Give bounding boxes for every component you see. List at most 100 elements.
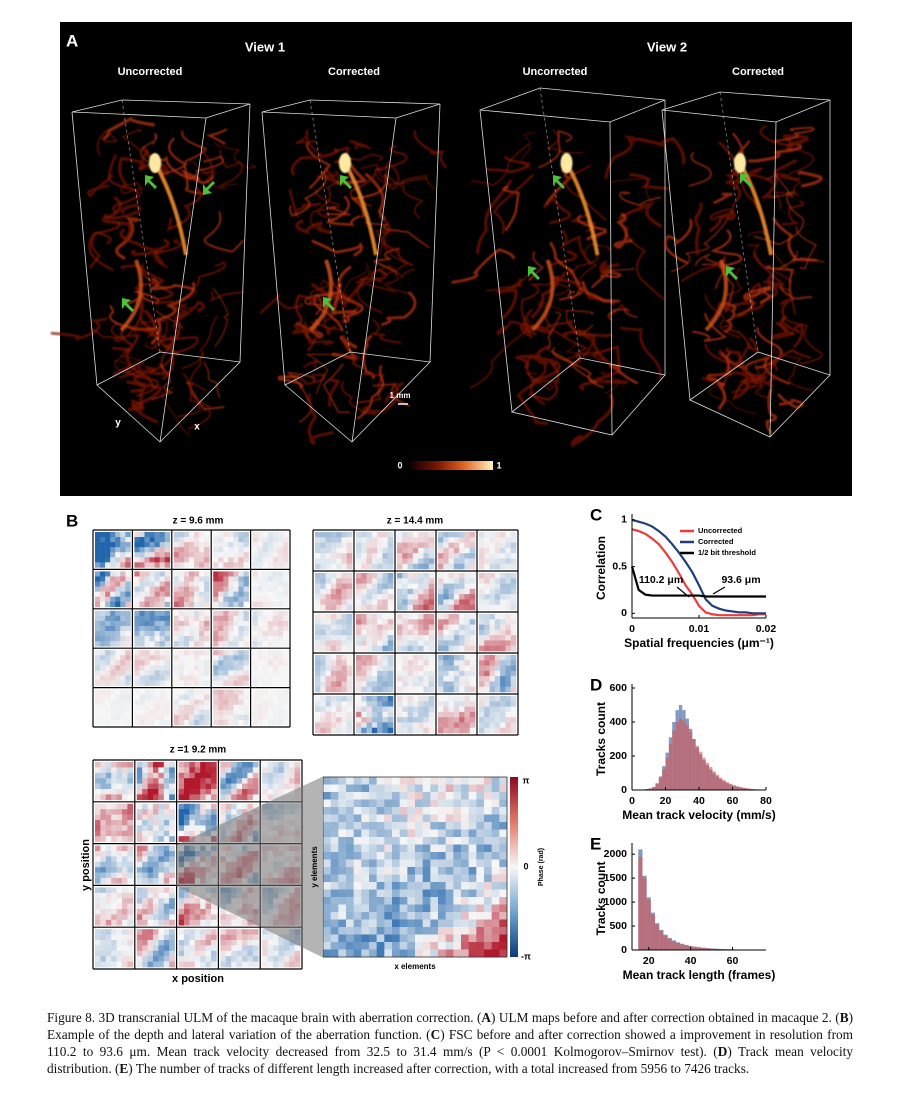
phase-cell xyxy=(173,601,180,608)
phase-cell xyxy=(272,670,279,676)
phase-cell xyxy=(336,629,342,636)
phase-cell xyxy=(469,573,476,579)
phase-cell xyxy=(418,532,424,538)
phase-cell xyxy=(453,542,460,549)
phase-cell xyxy=(356,681,362,688)
phase-cell xyxy=(218,615,224,622)
phase-cell xyxy=(189,956,196,962)
phase-cell xyxy=(438,655,444,661)
phase-cell xyxy=(438,792,446,800)
phase-cell xyxy=(100,542,106,548)
phase-cell xyxy=(153,914,159,921)
phase-cell xyxy=(366,604,373,611)
phase-cell xyxy=(163,783,170,790)
vessel xyxy=(797,170,823,188)
phase-cell xyxy=(228,562,234,568)
vessel xyxy=(188,352,208,392)
phase-cell xyxy=(494,588,501,595)
phase-cell xyxy=(272,680,279,686)
phase-cell xyxy=(325,624,332,631)
phase-cell xyxy=(233,631,239,637)
phase-cell xyxy=(277,704,284,711)
phase-cell xyxy=(407,640,414,647)
phase-cell xyxy=(499,829,508,838)
phase-cell xyxy=(127,861,134,868)
phase-cell xyxy=(366,701,373,707)
phase-cell xyxy=(453,711,460,718)
phase-cell xyxy=(423,670,430,677)
phase-cell xyxy=(178,945,185,952)
phase-cell xyxy=(453,578,460,584)
phase-cell xyxy=(469,558,476,565)
phase-cell xyxy=(397,542,403,549)
phase-cell xyxy=(407,537,414,543)
phase-cell xyxy=(273,794,279,801)
phase-cell xyxy=(366,665,373,672)
phase-cell xyxy=(184,961,190,968)
phase-cell xyxy=(204,714,210,721)
phase-cell xyxy=(499,927,508,935)
phase-cell xyxy=(484,784,492,793)
phase-cell xyxy=(407,904,416,913)
phase-cell xyxy=(415,837,423,845)
phase-cell xyxy=(356,717,362,723)
phase-cell xyxy=(257,596,264,603)
phase-cell xyxy=(223,552,229,558)
phase-cell xyxy=(505,670,512,677)
phase-cell xyxy=(154,699,160,706)
vessel-bright xyxy=(344,164,378,256)
phase-cell xyxy=(325,599,332,606)
phase-cell xyxy=(95,699,101,706)
phase-cell xyxy=(242,919,248,926)
phase-cell xyxy=(476,829,485,838)
phase-cell xyxy=(484,927,492,935)
phase-cell xyxy=(346,599,353,606)
phase-cell xyxy=(346,837,354,845)
phase-cell xyxy=(384,889,393,898)
phase-cell xyxy=(116,934,123,941)
phase-cell xyxy=(238,547,244,553)
phase-cell xyxy=(199,655,205,661)
phase-cell xyxy=(346,722,353,729)
phase-cell xyxy=(315,655,321,661)
phase-cell xyxy=(164,576,171,582)
phase-cell xyxy=(199,557,205,563)
phase-cell xyxy=(95,714,101,721)
histogram-bar xyxy=(695,745,699,790)
phase-cell xyxy=(415,882,423,890)
phase-cell xyxy=(200,794,206,801)
phase-cell xyxy=(228,586,234,592)
phase-cell xyxy=(489,717,496,723)
phase-cell xyxy=(402,553,408,559)
phase-cell xyxy=(233,615,239,622)
phase-cell xyxy=(154,670,160,676)
phase-cell xyxy=(262,699,269,706)
phase-cell xyxy=(361,532,367,538)
phase-cell xyxy=(428,645,435,652)
phase-cell xyxy=(100,836,107,842)
phase-cell xyxy=(122,830,128,837)
phase-cell xyxy=(243,547,249,553)
phase-cell xyxy=(443,578,449,584)
legend-label: Uncorrected xyxy=(698,526,743,535)
phase-cell xyxy=(356,727,362,734)
phase-cell xyxy=(397,701,403,707)
phase-cell xyxy=(336,676,342,682)
phase-cell xyxy=(366,558,373,565)
phase-cell xyxy=(178,665,185,671)
phase-cell xyxy=(476,912,485,920)
phase-cell xyxy=(464,686,471,693)
phase-cell xyxy=(267,719,274,726)
phase-cell xyxy=(147,914,154,921)
phase-cell xyxy=(183,596,190,603)
phase-cell xyxy=(382,696,389,702)
phase-cell xyxy=(139,601,145,608)
arrow xyxy=(740,173,752,187)
phase-cell xyxy=(205,778,212,784)
phase-cell xyxy=(346,717,353,723)
phase-cell xyxy=(211,820,217,826)
phase-cell xyxy=(277,591,284,597)
phase-cell xyxy=(178,836,185,842)
phase-cell xyxy=(430,844,439,853)
phase-cell xyxy=(236,929,243,935)
